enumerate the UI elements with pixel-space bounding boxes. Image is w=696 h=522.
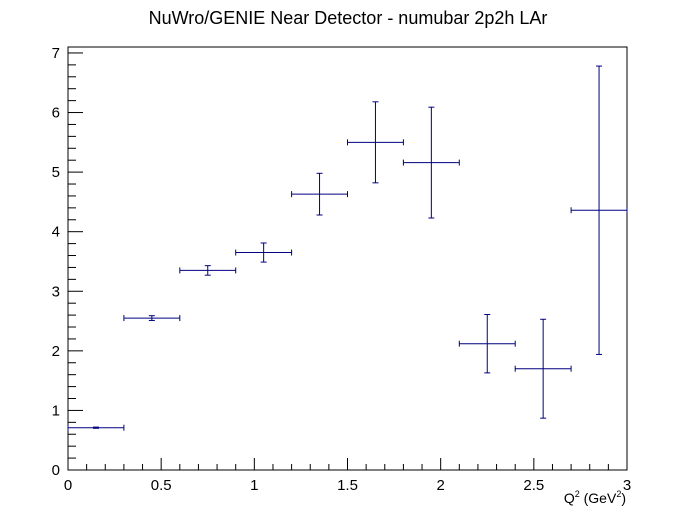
data-point — [235, 242, 293, 263]
data-point — [67, 424, 125, 431]
x-tick-label: 2.5 — [523, 477, 544, 494]
x-tick-label: 3 — [623, 477, 631, 494]
y-tick-label: 7 — [52, 45, 60, 62]
data-point — [458, 314, 516, 374]
x-tick-label: 0.5 — [151, 477, 172, 494]
y-tick-label: 3 — [52, 283, 60, 300]
data-series — [67, 65, 628, 431]
y-tick-label: 6 — [52, 105, 60, 122]
x-tick-label: 1.5 — [337, 477, 358, 494]
y-tick-label: 0 — [52, 462, 60, 479]
x-axis: 0 0.5 1 1.5 2 2.5 3 — [64, 458, 631, 494]
data-point — [402, 106, 460, 219]
data-point — [291, 172, 348, 216]
y-tick-label: 2 — [52, 343, 60, 360]
data-point — [570, 65, 628, 355]
y-tick-label: 5 — [52, 164, 60, 181]
x-tick-label: 0 — [64, 477, 72, 494]
data-point — [123, 315, 181, 322]
y-axis: 0 1 2 3 4 5 6 7 — [52, 45, 83, 479]
x-tick-label: 2 — [436, 477, 444, 494]
y-tick-label: 1 — [52, 402, 60, 419]
x-axis-label: Q2 (GeV2) — [564, 489, 626, 506]
data-point — [179, 265, 237, 276]
y-tick-label: 4 — [52, 224, 60, 241]
data-point — [514, 318, 572, 419]
chart-title: NuWro/GENIE Near Detector - numubar 2p2h… — [149, 8, 548, 28]
x-tick-label: 1 — [250, 477, 258, 494]
data-point — [347, 101, 404, 184]
